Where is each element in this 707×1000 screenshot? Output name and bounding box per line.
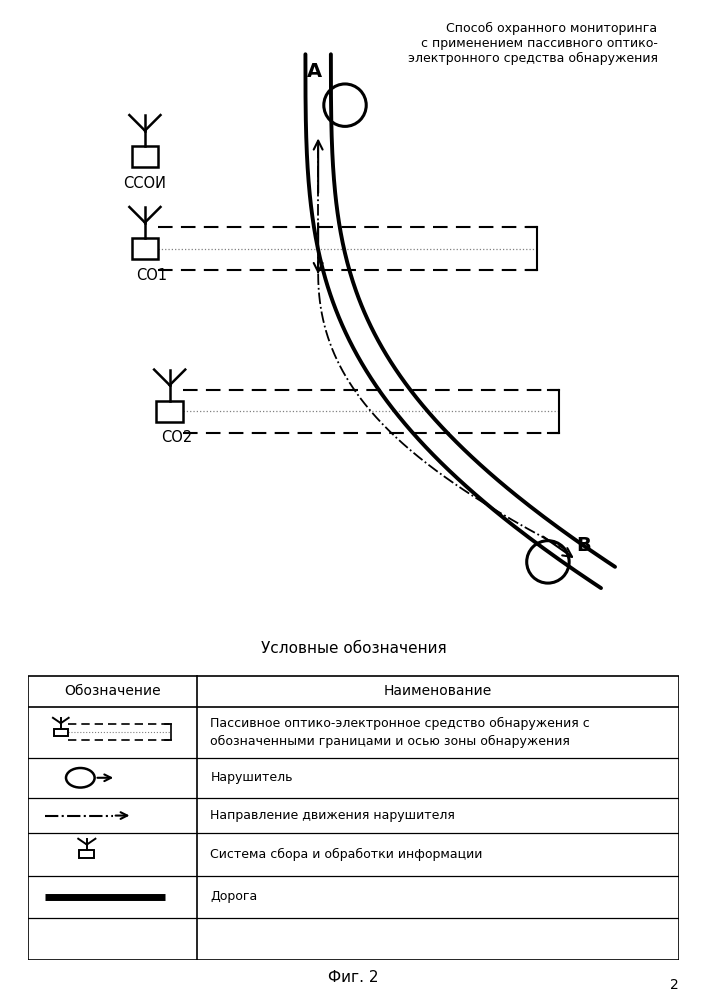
Bar: [54, 729, 68, 736]
Text: с применением пассивного оптико-: с применением пассивного оптико-: [421, 37, 658, 50]
Text: Способ охранного мониторинга: Способ охранного мониторинга: [446, 22, 658, 35]
Text: Дорога: Дорога: [211, 890, 257, 903]
Text: Обозначение: Обозначение: [64, 684, 161, 698]
Text: Пассивное оптико-электронное средство обнаружения с
обозначенными границами и ос: Пассивное оптико-электронное средство об…: [211, 717, 590, 748]
Bar: [156, 401, 183, 422]
Text: СО2: СО2: [161, 430, 192, 445]
Text: Нарушитель: Нарушитель: [211, 771, 293, 784]
Bar: [132, 146, 158, 167]
Text: ССОИ: ССОИ: [124, 176, 166, 191]
Text: Направление движения нарушителя: Направление движения нарушителя: [211, 809, 455, 822]
Text: СО1: СО1: [136, 268, 168, 283]
Text: 2: 2: [670, 978, 679, 992]
Text: электронного средства обнаружения: электронного средства обнаружения: [407, 52, 658, 65]
Text: B: B: [576, 536, 590, 555]
Bar: [132, 238, 158, 259]
Text: Наименование: Наименование: [384, 684, 492, 698]
Text: Фиг. 2: Фиг. 2: [328, 970, 379, 986]
Bar: [79, 850, 94, 858]
Text: Система сбора и обработки информации: Система сбора и обработки информации: [211, 848, 483, 861]
Text: А: А: [307, 62, 322, 81]
Text: Условные обозначения: Условные обозначения: [261, 641, 446, 656]
Bar: [28, 676, 679, 960]
